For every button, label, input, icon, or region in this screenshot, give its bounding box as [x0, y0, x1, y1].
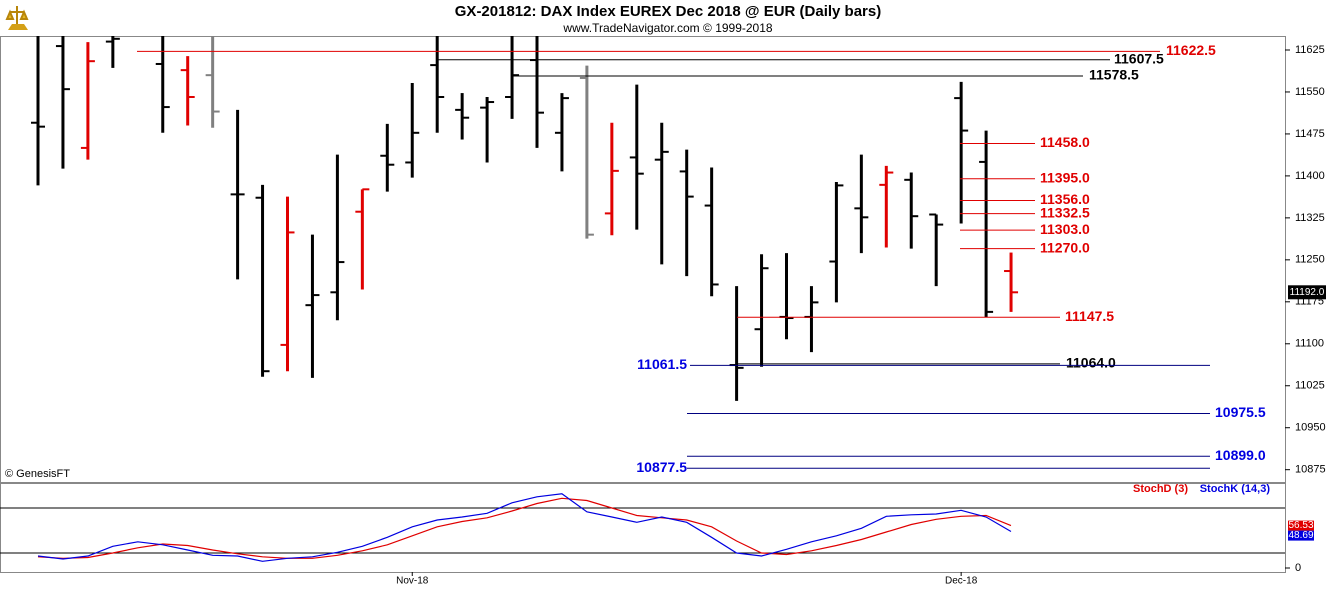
stoch-line — [37, 493, 1012, 562]
value-box — [1288, 520, 1314, 531]
y-tick-label: 11475 — [1295, 128, 1325, 140]
y-tick-label: 11400 — [1295, 170, 1325, 182]
value-box — [1288, 530, 1314, 541]
level-label: 11458.0 — [1040, 134, 1090, 150]
level-label: 11356.0 — [1040, 191, 1090, 207]
stoch-line — [37, 497, 1012, 559]
stoch-plot — [0, 493, 1285, 562]
level-label: 11578.5 — [1089, 67, 1139, 83]
y-tick-label: 10875 — [1295, 464, 1326, 476]
legend-entry: StochD (3) — [1133, 483, 1188, 495]
y-tick-label: 11625 — [1295, 44, 1325, 56]
price-plot — [31, 36, 1019, 401]
y-tick-label: 0 — [1295, 562, 1301, 574]
chart-subtitle: www.TradeNavigator.com © 1999-2018 — [562, 21, 772, 35]
y-tick-label: 10950 — [1295, 422, 1326, 434]
annotations: 1087510950110251110011175112501132511400… — [137, 42, 1326, 587]
level-label: 11064.0 — [1066, 355, 1116, 371]
y-tick-label: 11250 — [1295, 254, 1325, 266]
watermark: © GenesisFT — [5, 468, 70, 480]
level-label: 10899.0 — [1215, 447, 1266, 463]
x-tick-label: Dec-18 — [945, 576, 978, 587]
y-tick-label: 11325 — [1295, 212, 1325, 224]
value-label: 48.69 — [1288, 530, 1313, 541]
level-label: 11147.5 — [1065, 308, 1114, 324]
x-tick-label: Nov-18 — [396, 576, 429, 587]
level-label: 11270.0 — [1040, 239, 1090, 255]
value-label: 56.53 — [1288, 520, 1313, 531]
y-tick-label: 11100 — [1295, 338, 1324, 350]
level-label: 11303.0 — [1040, 221, 1090, 237]
stoch-panel — [0, 483, 1286, 573]
last-price-label: 11192.0 — [1290, 287, 1325, 298]
y-tick-label: 11550 — [1295, 86, 1325, 98]
y-tick-label: 11025 — [1295, 380, 1325, 392]
last-price-box — [1288, 285, 1326, 300]
level-label: 10877.5 — [636, 459, 687, 475]
level-label: 11061.5 — [637, 356, 687, 372]
level-label: 10975.5 — [1215, 404, 1266, 420]
chart-title: GX-201812: DAX Index EUREX Dec 2018 @ EU… — [455, 3, 881, 20]
level-label: 11607.5 — [1114, 50, 1164, 66]
legend-entry: StochK (14,3) — [1200, 483, 1271, 495]
level-label: 11395.0 — [1040, 169, 1090, 185]
logo — [5, 6, 29, 30]
level-label: 11332.5 — [1040, 204, 1090, 220]
level-label: 11622.5 — [1166, 42, 1216, 58]
